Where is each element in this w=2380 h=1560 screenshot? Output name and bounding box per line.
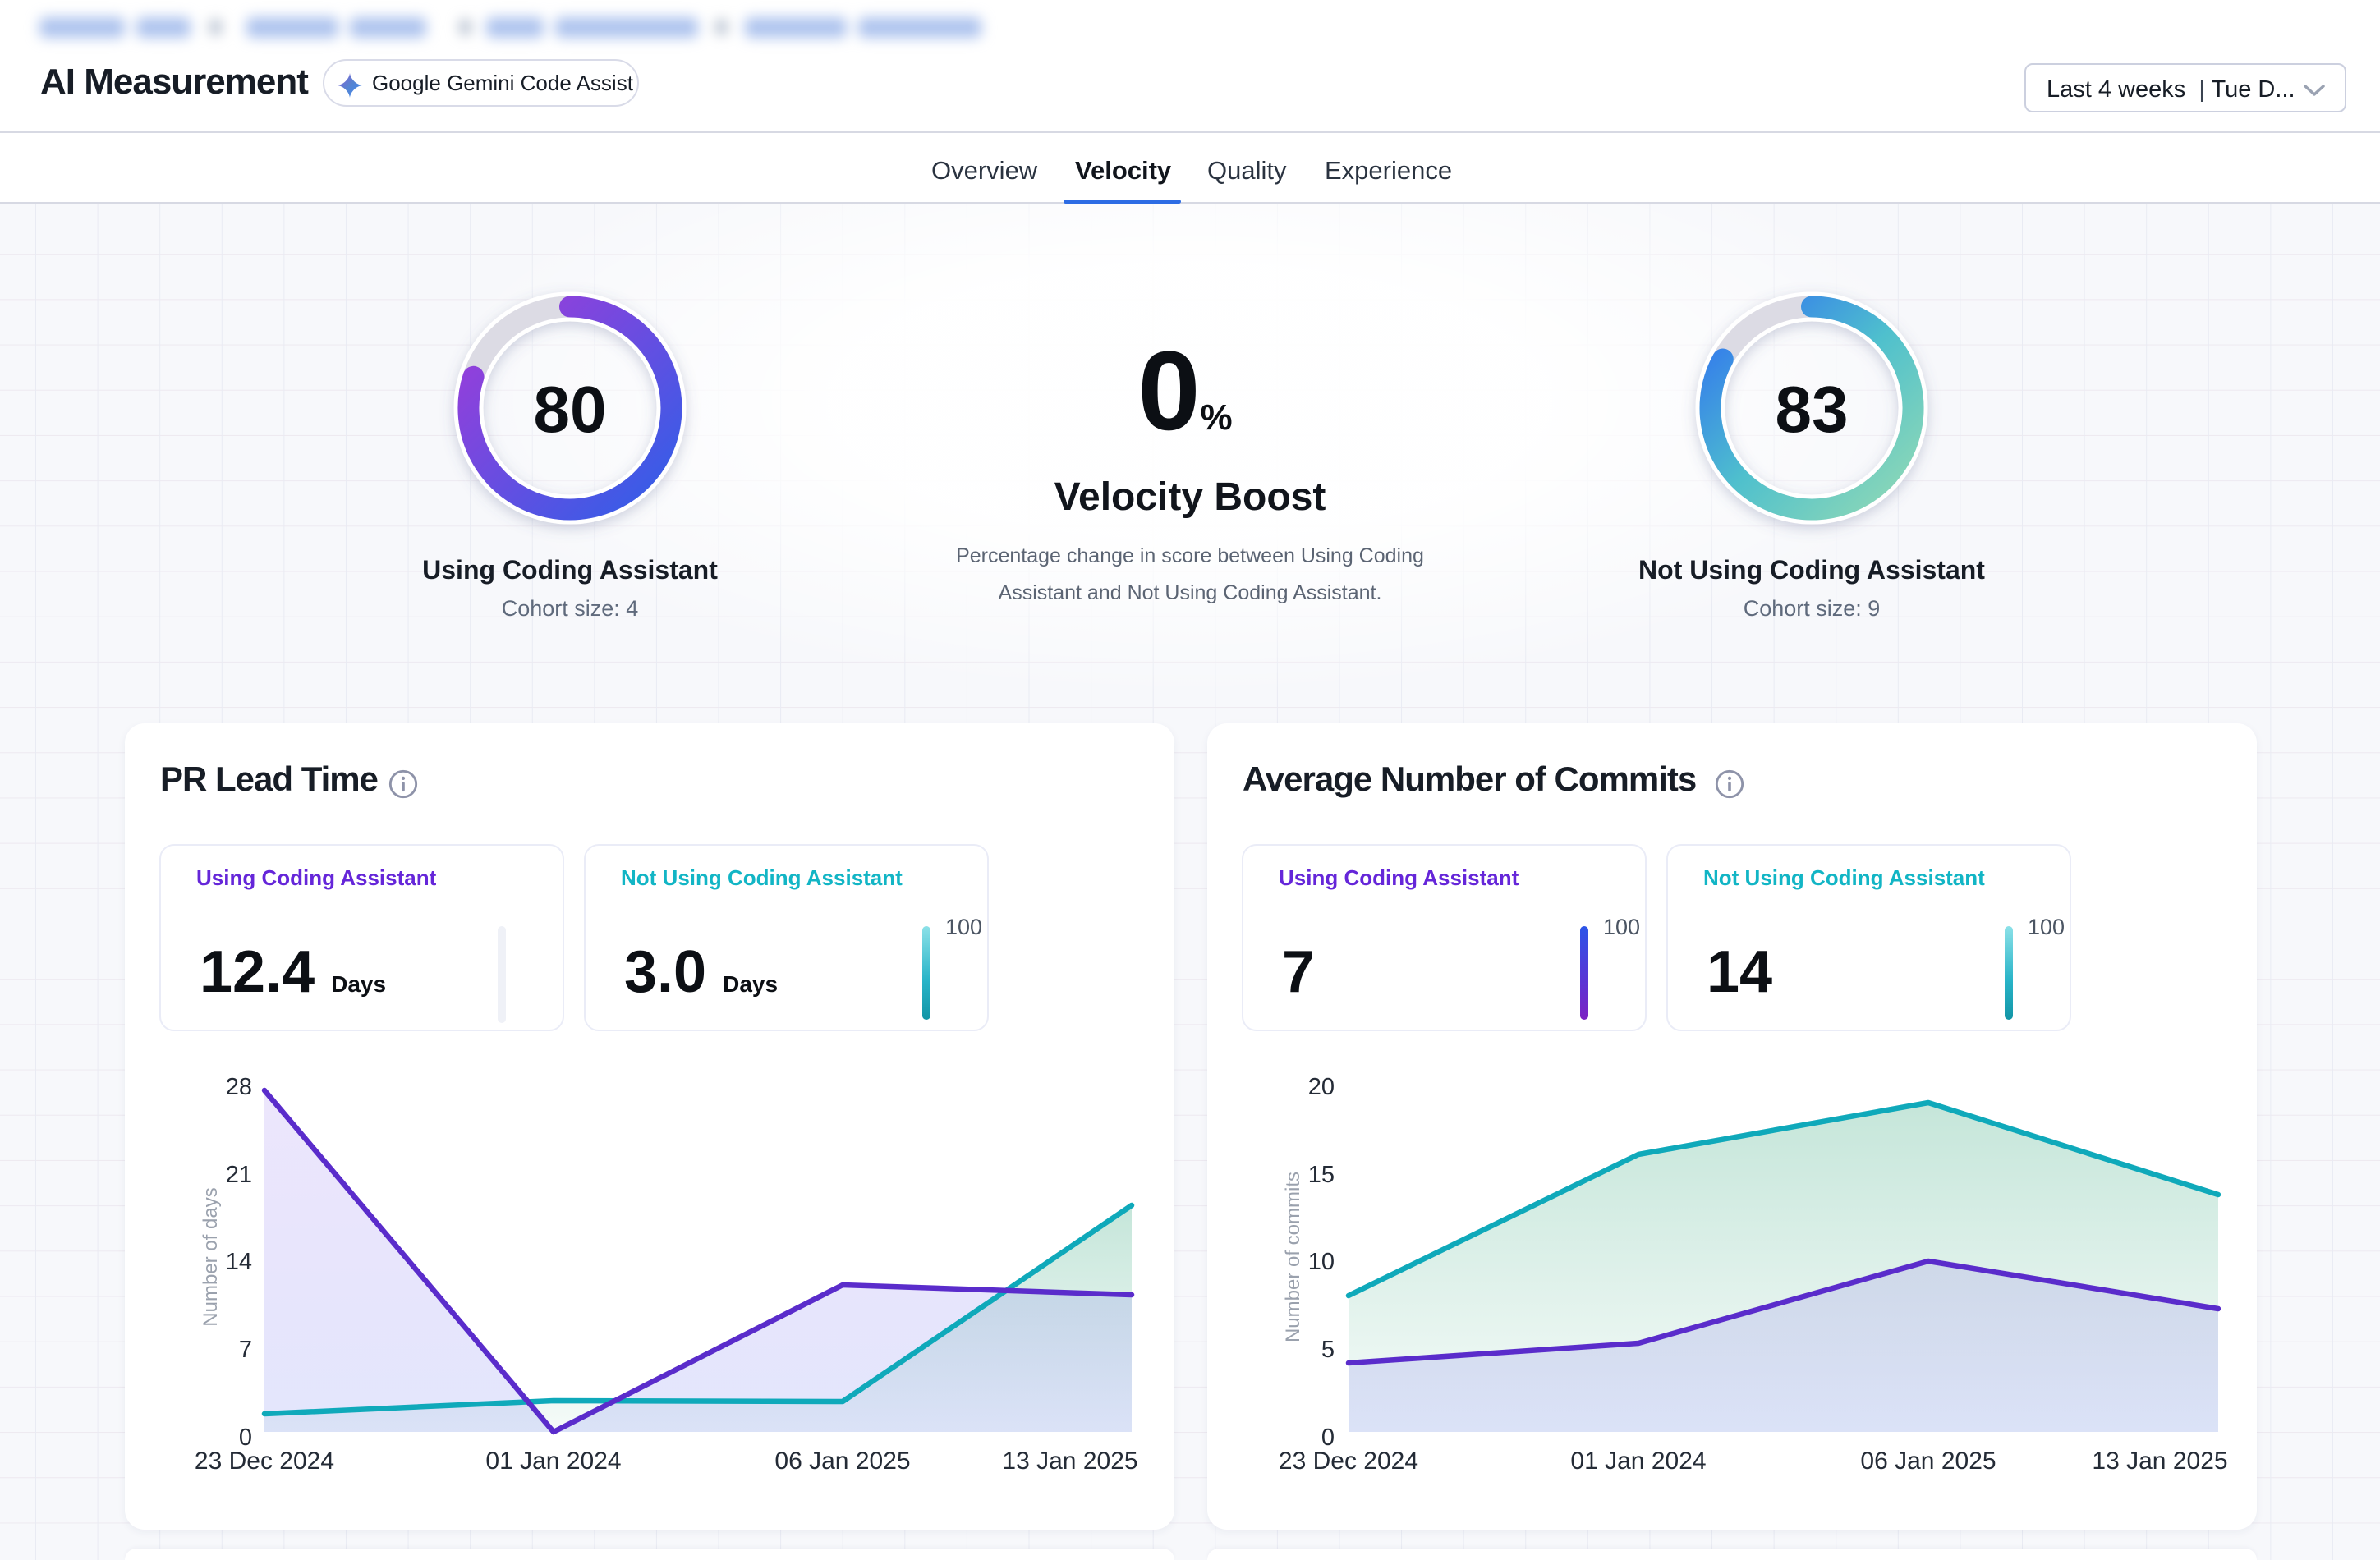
- svg-text:01 Jan 2024: 01 Jan 2024: [485, 1448, 621, 1475]
- svg-text:13 Jan 2025: 13 Jan 2025: [2092, 1448, 2227, 1475]
- svg-text:23 Dec 2024: 23 Dec 2024: [195, 1448, 334, 1475]
- svg-text:Number of commits: Number of commits: [1282, 1172, 1304, 1342]
- svg-text:7: 7: [239, 1337, 252, 1363]
- svg-text:20: 20: [1308, 1074, 1335, 1100]
- svg-text:Number of days: Number of days: [200, 1187, 222, 1326]
- svg-text:14: 14: [226, 1249, 252, 1275]
- svg-text:0: 0: [239, 1425, 252, 1451]
- svg-text:5: 5: [1321, 1337, 1335, 1363]
- svg-text:0: 0: [1321, 1425, 1335, 1451]
- svg-text:28: 28: [226, 1074, 252, 1100]
- svg-text:13 Jan 2025: 13 Jan 2025: [1002, 1448, 1137, 1475]
- svg-text:10: 10: [1308, 1249, 1335, 1275]
- svg-text:15: 15: [1308, 1162, 1335, 1188]
- svg-text:06 Jan 2025: 06 Jan 2025: [1860, 1448, 1996, 1475]
- svg-text:21: 21: [226, 1162, 252, 1188]
- svg-text:01 Jan 2024: 01 Jan 2024: [1570, 1448, 1706, 1475]
- svg-text:06 Jan 2025: 06 Jan 2025: [774, 1448, 910, 1475]
- svg-text:23 Dec 2024: 23 Dec 2024: [1279, 1448, 1418, 1475]
